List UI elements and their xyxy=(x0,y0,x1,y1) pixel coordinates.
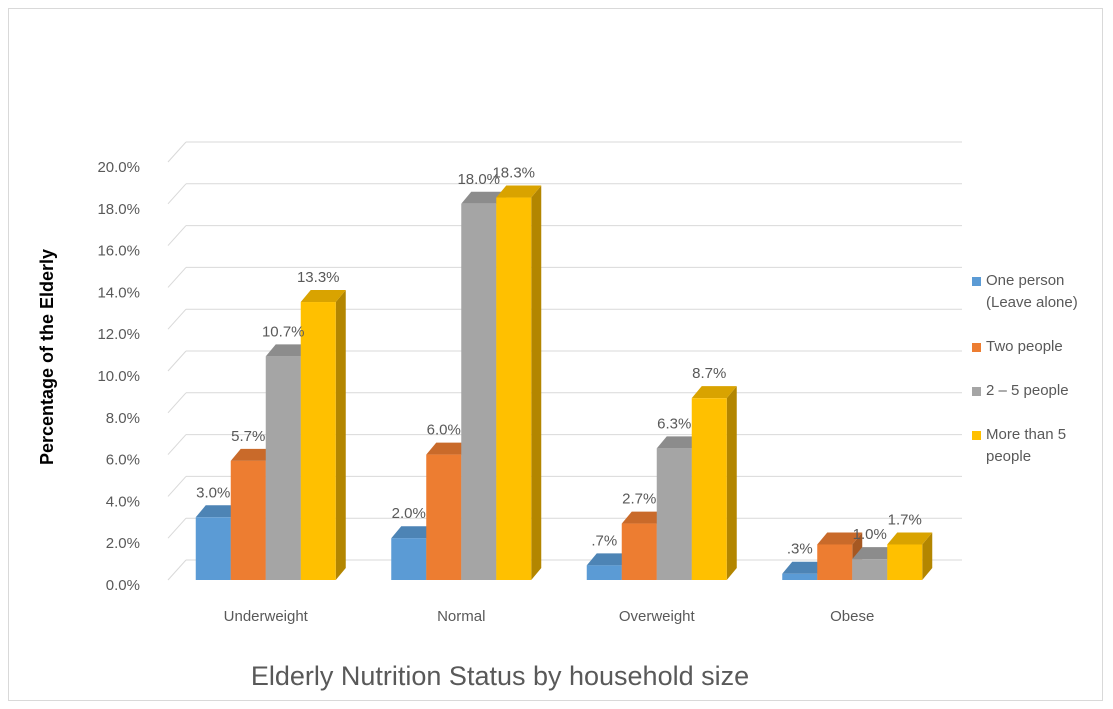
data-label: 10.7% xyxy=(262,323,305,340)
grid-line-side xyxy=(167,392,187,414)
grid-line-side xyxy=(167,308,187,330)
bar xyxy=(691,398,727,580)
bar-top xyxy=(426,442,472,455)
data-label: 3.0% xyxy=(196,484,230,501)
legend-item: One person (Leave alone) xyxy=(968,270,1110,314)
data-label: 6.3% xyxy=(657,415,691,432)
bar-top xyxy=(782,561,828,574)
y-tick-label: 2.0% xyxy=(106,535,140,552)
y-tick-label: 6.0% xyxy=(106,452,140,469)
bar xyxy=(426,454,462,580)
bar-top xyxy=(230,448,276,461)
bar-top xyxy=(391,526,437,539)
legend-label: 2 – 5 people xyxy=(986,382,1069,399)
bar-top xyxy=(300,290,346,303)
chart-frame xyxy=(8,8,1103,701)
bar-side xyxy=(335,290,346,580)
bar-side xyxy=(922,532,933,580)
bar xyxy=(300,302,336,580)
bar xyxy=(391,538,427,580)
legend-item: 2 – 5 people xyxy=(968,380,1110,402)
data-label: 1.0% xyxy=(853,526,887,543)
bar-top xyxy=(852,547,898,560)
bar xyxy=(887,544,923,580)
y-axis-label: Percentage of the Elderly xyxy=(37,249,57,465)
bar-side xyxy=(726,386,737,580)
legend-swatch xyxy=(972,343,981,352)
bar xyxy=(586,565,622,580)
data-label: .7% xyxy=(591,532,617,549)
data-label: 18.0% xyxy=(457,171,500,188)
data-label: 8.7% xyxy=(692,365,726,382)
bar xyxy=(817,544,853,580)
bar xyxy=(852,559,888,580)
y-tick-label: 12.0% xyxy=(97,326,140,343)
data-label: 2.0% xyxy=(392,505,426,522)
bar xyxy=(265,356,301,580)
legend: One person (Leave alone) Two people 2 – 5 … xyxy=(968,270,1110,490)
x-tick-label: Overweight xyxy=(619,608,696,625)
bar-top xyxy=(817,532,863,545)
legend-label: One person (Leave alone) xyxy=(986,272,1078,311)
bar-top xyxy=(461,191,507,204)
grid-line-side xyxy=(167,476,187,497)
y-tick-label: 16.0% xyxy=(97,243,140,260)
y-tick-label: 14.0% xyxy=(97,284,140,301)
bar-side xyxy=(531,185,542,580)
legend-swatch xyxy=(972,431,981,440)
bar xyxy=(195,517,231,580)
legend-swatch xyxy=(972,387,981,396)
bar-top xyxy=(496,185,542,198)
bar xyxy=(621,523,657,580)
y-tick-label: 4.0% xyxy=(106,493,140,510)
grid-line-side xyxy=(167,141,187,163)
y-tick-label: 0.0% xyxy=(106,577,140,594)
y-tick-label: 10.0% xyxy=(97,368,140,385)
legend-item: Two people xyxy=(968,336,1110,358)
legend-swatch xyxy=(972,277,981,286)
grid-line-side xyxy=(167,183,187,205)
bar-top xyxy=(621,511,667,524)
data-label: 6.0% xyxy=(427,422,461,439)
bar xyxy=(461,203,497,581)
y-tick-label: 18.0% xyxy=(97,201,140,218)
grid-line-side xyxy=(167,434,187,455)
bar-top xyxy=(586,553,632,566)
x-tick-label: Obese xyxy=(830,608,874,625)
bar-top xyxy=(656,436,702,449)
y-tick-label: 20.0% xyxy=(97,159,140,176)
bar xyxy=(230,460,266,580)
data-label: 13.3% xyxy=(297,269,340,286)
legend-label: More than 5 people xyxy=(986,426,1067,465)
bar xyxy=(496,197,532,580)
chart-title: Elderly Nutrition Status by household si… xyxy=(251,661,749,691)
grid-line-side xyxy=(167,559,187,581)
x-tick-label: Underweight xyxy=(224,608,309,625)
data-label: 18.3% xyxy=(492,164,535,181)
x-tick-label: Normal xyxy=(437,608,485,625)
grid-line-side xyxy=(167,517,187,539)
data-label: 5.7% xyxy=(231,428,265,445)
data-label: 1.7% xyxy=(888,511,922,528)
data-label: .3% xyxy=(787,541,813,558)
bar xyxy=(656,448,692,580)
bar-top xyxy=(265,344,311,357)
grid-line-side xyxy=(167,225,187,246)
bar xyxy=(782,573,818,580)
grid-line-side xyxy=(167,267,187,288)
legend-label: Two people xyxy=(986,338,1063,355)
bar-top xyxy=(887,532,933,545)
bar-top xyxy=(691,386,737,399)
bar-top xyxy=(195,505,241,518)
data-label: 2.7% xyxy=(622,491,656,508)
y-tick-label: 8.0% xyxy=(106,410,140,427)
legend-item: More than 5 people xyxy=(968,424,1110,468)
grid-line-side xyxy=(167,350,187,372)
